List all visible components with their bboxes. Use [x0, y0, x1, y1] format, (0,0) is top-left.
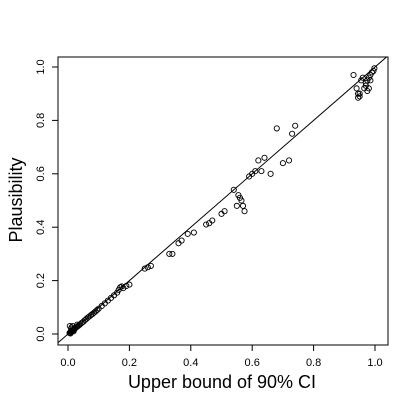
data-point — [166, 250, 173, 257]
data-point — [267, 170, 274, 177]
data-point — [241, 208, 248, 215]
y-tick-label: 0.4 — [35, 220, 47, 235]
x-tick-label: 0.4 — [183, 357, 198, 369]
data-point — [74, 321, 81, 328]
data-point — [356, 93, 363, 100]
x-tick-label: 0.2 — [122, 357, 137, 369]
data-point — [94, 306, 101, 314]
identity-line — [57, 56, 387, 344]
data-point — [178, 237, 185, 244]
x-tick-label: 0.0 — [60, 357, 75, 369]
data-point — [190, 229, 197, 236]
data-point — [147, 262, 154, 269]
data-point — [144, 264, 151, 271]
data-point — [126, 281, 133, 288]
y-tick-label: 0.0 — [35, 326, 47, 341]
data-point — [279, 160, 286, 167]
data-point — [258, 168, 265, 175]
data-point — [371, 65, 378, 72]
data-point — [252, 168, 259, 175]
data-point — [230, 186, 237, 193]
x-tick-label: 0.6 — [245, 357, 260, 369]
data-point — [273, 125, 280, 132]
data-point — [209, 217, 216, 224]
x-axis: 0.0 0.2 0.4 0.6 0.8 1.0 — [60, 345, 383, 369]
data-point — [356, 90, 363, 97]
data-point — [66, 322, 73, 330]
plot-frame — [57, 56, 389, 346]
y-tick-label: 0.6 — [35, 166, 47, 181]
data-point — [353, 85, 360, 92]
x-axis-title: Upper bound of 90% CI — [128, 372, 316, 392]
data-point — [221, 208, 228, 215]
y-axis-title: Plausibility — [6, 157, 26, 242]
data-point — [238, 197, 245, 204]
data-point — [359, 74, 366, 81]
data-point — [370, 67, 377, 75]
data-point — [203, 221, 210, 228]
x-tick-label: 0.8 — [306, 357, 321, 369]
data-point — [233, 202, 240, 209]
plot-area — [57, 56, 389, 346]
data-point — [118, 283, 125, 290]
data-point — [184, 230, 191, 237]
data-point — [141, 265, 148, 272]
data-point — [255, 157, 262, 164]
y-tick-label: 0.2 — [35, 273, 47, 288]
data-point — [285, 157, 293, 164]
data-point — [289, 130, 296, 137]
x-tick-label: 1.0 — [367, 357, 382, 369]
data-point — [350, 71, 357, 79]
data-point — [355, 94, 362, 101]
y-tick-label: 1.0 — [35, 59, 47, 74]
data-point — [123, 282, 130, 289]
data-points — [66, 65, 378, 337]
y-tick-label: 0.8 — [35, 113, 47, 128]
data-point — [367, 77, 374, 84]
y-axis: 0.0 0.2 0.4 0.6 0.8 1.0 — [35, 59, 58, 342]
data-point — [71, 326, 78, 334]
data-point — [292, 122, 299, 129]
data-point — [362, 82, 369, 89]
data-point — [261, 154, 268, 161]
data-point — [239, 202, 247, 209]
data-point — [169, 250, 176, 257]
data-point — [67, 330, 74, 337]
